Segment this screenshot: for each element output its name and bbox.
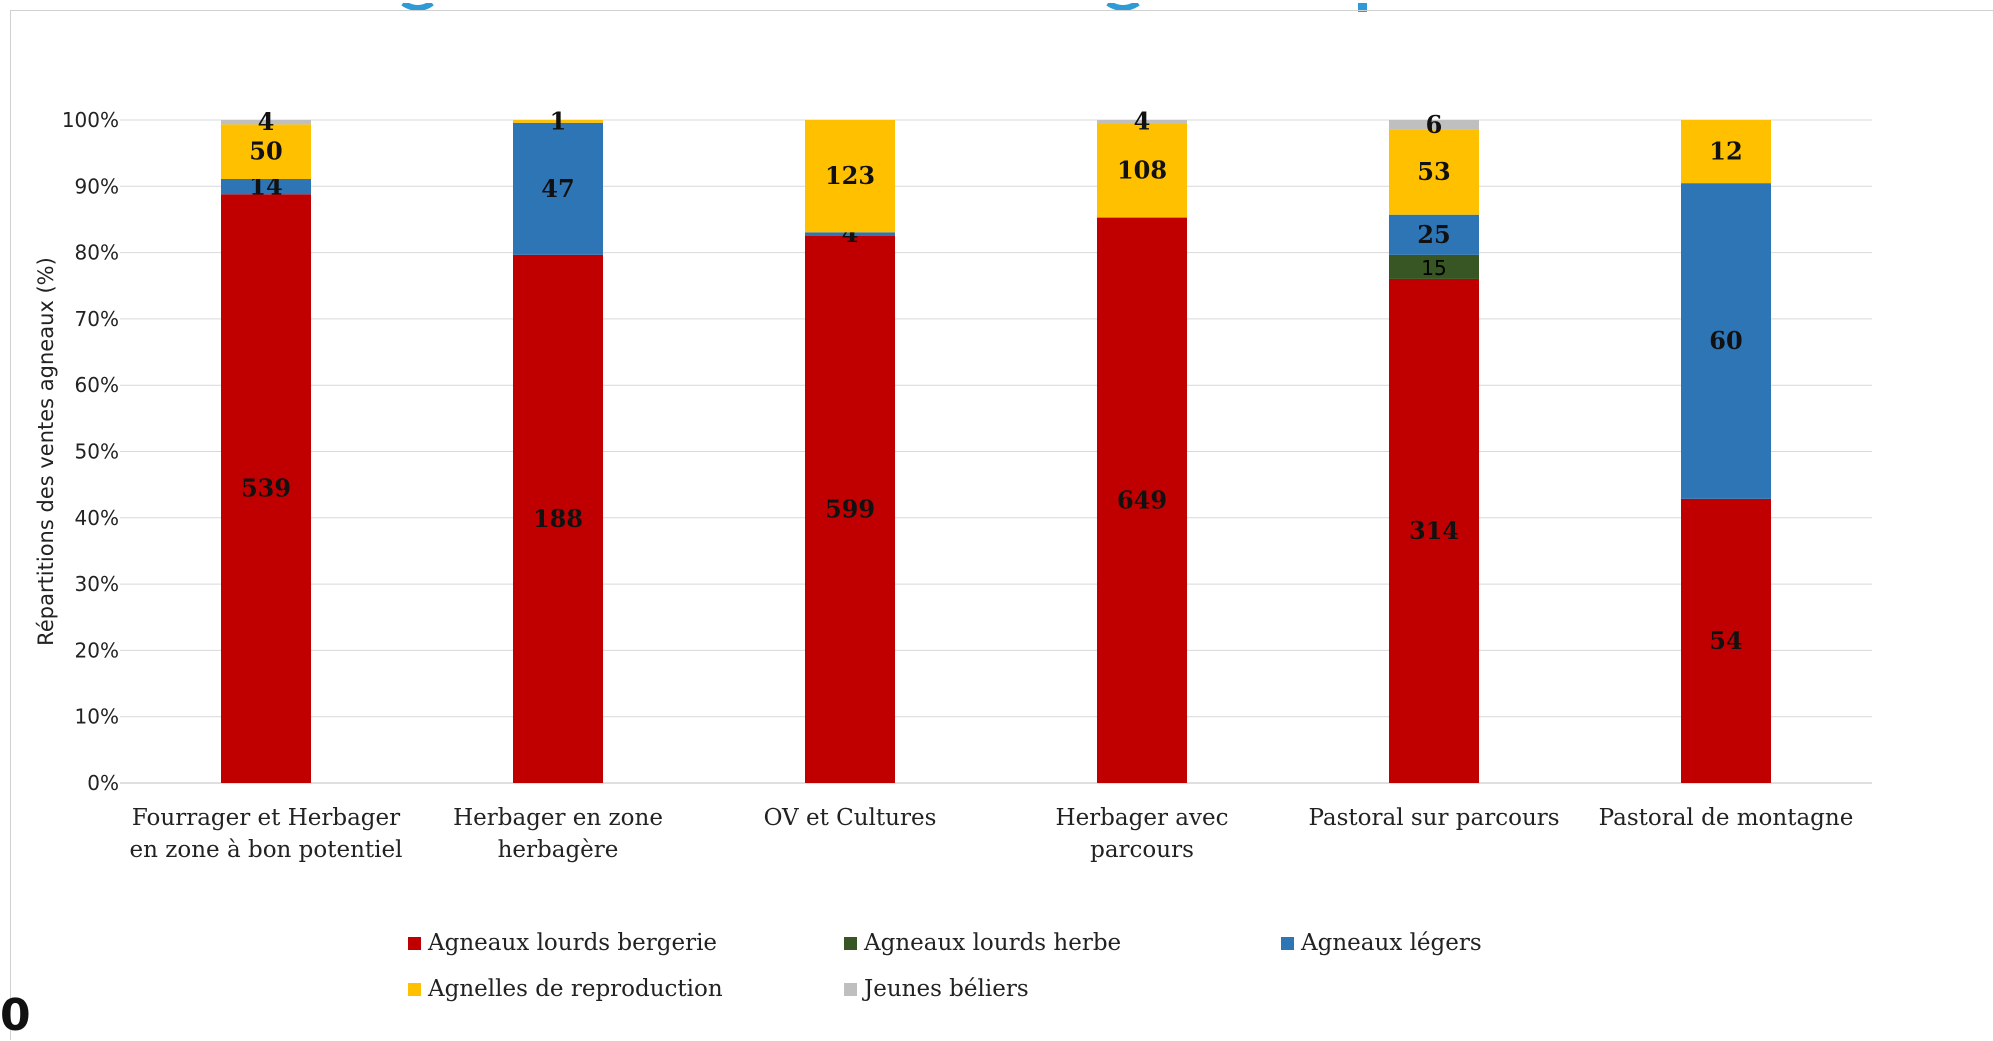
data-label: 12 [1709, 137, 1742, 166]
data-label: 60 [1709, 326, 1742, 355]
x-category-label: herbagère [498, 837, 619, 863]
legend-label: Agneaux lourds bergerie [428, 930, 718, 956]
y-tick-label: 0% [87, 771, 119, 795]
slide-frame [10, 10, 1993, 1040]
data-label: 123 [825, 161, 875, 190]
y-tick-label: 50% [75, 440, 119, 464]
x-category-label: Pastoral de montagne [1599, 805, 1854, 831]
legend-swatch [408, 936, 421, 950]
y-tick-label: 30% [75, 572, 119, 596]
data-label: 47 [541, 174, 574, 203]
bar-segment [1681, 183, 1771, 499]
x-category-label: Fourrager et Herbager [132, 805, 400, 831]
bar-segment [221, 194, 311, 783]
y-tick-label: 40% [75, 506, 119, 530]
legend-item-agneaux-legers: Agneaux légers [1281, 930, 1482, 956]
bar-segment [1389, 214, 1479, 255]
corner-page-number: 0 [0, 990, 31, 1041]
legend-swatch [408, 982, 421, 996]
bar-segment [221, 124, 311, 179]
data-label: 15 [1421, 256, 1446, 280]
legend-item-agneaux-lourds-bergerie: Agneaux lourds bergerie [408, 930, 717, 956]
y-tick-label: 60% [75, 373, 119, 397]
data-label: 599 [825, 494, 875, 523]
legend-label: Agneaux légers [1301, 930, 1482, 956]
x-category-label: Pastoral sur parcours [1308, 805, 1559, 831]
legend-swatch [1281, 936, 1294, 950]
y-tick-label: 90% [75, 174, 119, 198]
bar-segment [1097, 120, 1187, 124]
data-label: 314 [1409, 516, 1459, 545]
y-tick-label: 20% [75, 638, 119, 662]
bar-segment [1681, 120, 1771, 184]
y-tick-label: 80% [75, 241, 119, 265]
data-label: 649 [1117, 485, 1167, 514]
data-label: 108 [1117, 156, 1167, 185]
chart-legend: Agneaux lourds bergerie Agneaux lourds h… [408, 930, 1608, 1022]
bar-segment [221, 178, 311, 195]
x-category-label: parcours [1090, 837, 1194, 863]
bar-segment [805, 235, 895, 783]
title-text-fragment [401, 0, 1367, 12]
legend-item-agneaux-lourds-herbe: Agneaux lourds herbe [844, 930, 1121, 956]
y-tick-label: 10% [75, 705, 119, 729]
data-label: 4 [258, 107, 275, 136]
bar-segment [1389, 278, 1479, 783]
data-label: 6 [1426, 110, 1443, 139]
legend-swatch [844, 982, 857, 996]
data-label: 53 [1417, 157, 1450, 186]
legend-row-2: Agnelles de reproduction Jeunes béliers [408, 976, 1608, 1022]
data-label: 4 [1134, 107, 1151, 136]
bar-segment [221, 120, 311, 125]
bar-segment [513, 120, 603, 123]
bar-segment [513, 254, 603, 783]
bar-segment [805, 232, 895, 236]
x-category-label: Herbager en zone [453, 805, 663, 831]
data-label: 54 [1709, 626, 1742, 655]
bar-segment [513, 122, 603, 255]
x-category-label: Herbager avec [1056, 805, 1229, 831]
x-category-label: OV et Cultures [764, 805, 937, 831]
legend-label: Agneaux lourds herbe [864, 930, 1122, 956]
data-label: 539 [241, 474, 291, 503]
bar-segment [1389, 129, 1479, 215]
data-label: 1 [550, 106, 567, 135]
x-category-label: en zone à bon potentiel [130, 837, 403, 863]
data-label: 188 [533, 504, 583, 533]
legend-swatch [844, 936, 857, 950]
bar-segment [805, 120, 895, 233]
y-tick-label: 70% [75, 307, 119, 331]
legend-label: Agnelles de reproduction [428, 976, 723, 1002]
bar-segment [1389, 254, 1479, 279]
data-label: 50 [249, 137, 282, 166]
legend-row-1: Agneaux lourds bergerie Agneaux lourds h… [408, 930, 1608, 976]
bar-segment [1681, 498, 1771, 783]
y-axis-label: Répartitions des ventes agneaux (%) [34, 257, 58, 646]
top-banner-strip [0, 0, 1993, 12]
legend-item-agnelles-de-reproduction: Agnelles de reproduction [408, 976, 723, 1002]
bar-segment [1097, 217, 1187, 783]
legend-label: Jeunes béliers [864, 976, 1029, 1002]
legend-item-jeunes-beliers: Jeunes béliers [844, 976, 1029, 1002]
y-tick-label: 100% [62, 108, 119, 132]
data-label: 25 [1417, 220, 1450, 249]
bar-segment [1389, 120, 1479, 130]
bar-segment [1097, 123, 1187, 218]
